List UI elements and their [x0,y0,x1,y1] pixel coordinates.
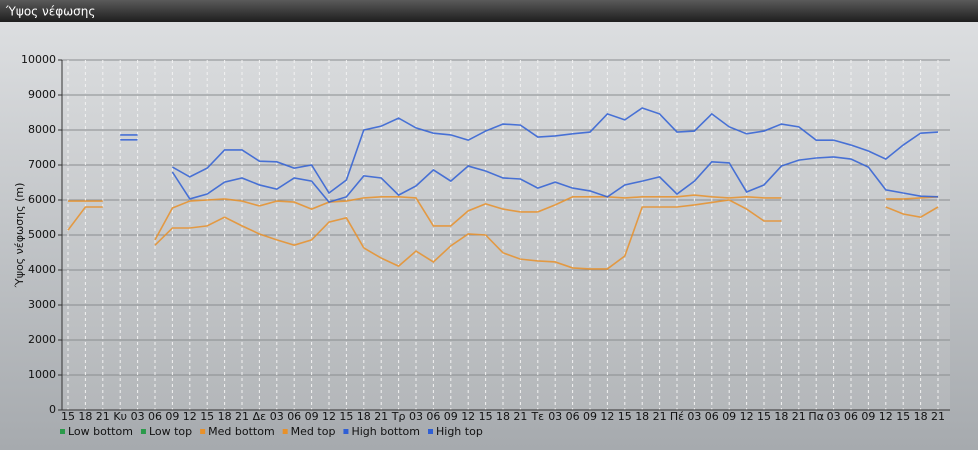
x-tick-label: 06 [566,410,580,423]
x-tick-label: 21 [931,410,945,423]
legend-label: Low bottom [68,425,133,438]
x-tick-label: 21 [513,410,527,423]
x-tick-label: 09 [861,410,875,423]
x-tick-label: 15 [339,410,353,423]
x-tick-label: 18 [78,410,92,423]
legend-label: High bottom [351,425,420,438]
legend-label: Low top [149,425,192,438]
y-tick-label: 1000 [28,368,56,381]
x-tick-label: 12 [600,410,614,423]
legend-label: Med top [291,425,336,438]
x-tick-label: 09 [444,410,458,423]
x-tick-label: 18 [357,410,371,423]
legend-label: High top [436,425,483,438]
x-tick-label: 12 [183,410,197,423]
x-tick-label: 12 [322,410,336,423]
x-tick-label: 18 [635,410,649,423]
y-tick-label: 0 [49,403,56,416]
x-tick-label: Τε [530,410,544,423]
y-tick-label: 7000 [28,158,56,171]
x-tick-label: 09 [305,410,319,423]
y-tick-label: 8000 [28,123,56,136]
y-tick-label: 3000 [28,298,56,311]
x-tick-label: 15 [200,410,214,423]
legend-swatch [428,429,433,434]
x-tick-label: 12 [740,410,754,423]
x-tick-label: 18 [774,410,788,423]
x-tick-label: 03 [548,410,562,423]
series-line [154,199,782,270]
x-tick-label: 03 [409,410,423,423]
x-tick-label: 06 [844,410,858,423]
y-tick-label: 10000 [21,53,56,66]
legend-swatch [282,429,288,434]
series-line [67,206,103,231]
x-tick-label: 03 [270,410,284,423]
x-tick-label: 15 [61,410,75,423]
window-title: Ύψος νέφωσης [5,5,95,19]
y-tick-label: 9000 [28,88,56,101]
legend-swatch [60,429,65,434]
x-tick-label: 21 [792,410,806,423]
x-tick-label: 18 [496,410,510,423]
x-tick-label: 06 [148,410,162,423]
x-tick-label: 03 [131,410,145,423]
x-tick-label: 21 [374,410,388,423]
y-tick-label: 4000 [28,263,56,276]
series-line [885,206,939,218]
x-tick-label: 09 [722,410,736,423]
x-tick-label: 18 [218,410,232,423]
legend-label: Med bottom [208,425,275,438]
x-tick-label: 15 [757,410,771,423]
y-tick-label: 2000 [28,333,56,346]
title-bar [0,0,978,22]
series-line [154,194,782,241]
x-tick-label: 15 [896,410,910,423]
legend-swatch [200,429,206,434]
series-line [171,156,939,204]
x-tick-label: 09 [583,410,597,423]
x-tick-label: 18 [914,410,928,423]
y-tick-label: 6000 [28,193,56,206]
x-tick-label: Τρ [391,410,406,423]
legend-swatch [343,429,349,434]
x-tick-label: 06 [426,410,440,423]
x-tick-label: 15 [618,410,632,423]
x-tick-label: 21 [235,410,249,423]
x-tick-label: 21 [653,410,667,423]
x-tick-label: 12 [879,410,893,423]
x-tick-label: 12 [461,410,475,423]
legend-swatch [140,429,146,434]
x-tick-label: 06 [287,410,301,423]
x-tick-label: 15 [479,410,493,423]
x-tick-label: Πέ [670,410,684,423]
x-tick-label: 21 [96,410,110,423]
y-axis-label: Ύψος νέφωσης (m) [13,183,26,289]
y-tick-label: 5000 [28,228,56,241]
x-tick-label: 06 [705,410,719,423]
x-tick-label: Κυ [113,410,127,423]
x-tick-label: 03 [687,410,701,423]
series-line [172,107,939,195]
series-line [885,196,939,200]
x-tick-label: 03 [827,410,841,423]
x-tick-label: Πα [808,410,824,423]
x-tick-label: Δε [253,410,267,423]
x-tick-label: 09 [165,410,179,423]
